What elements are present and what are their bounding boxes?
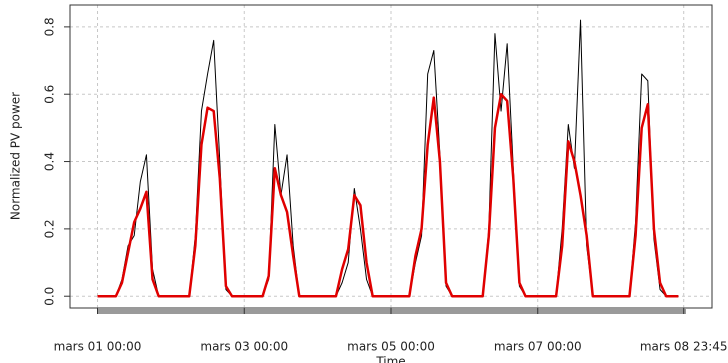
series-line bbox=[97, 92, 679, 298]
x-tick-label: mars 07 00:00 bbox=[494, 340, 582, 354]
y-tick-label: 0.2 bbox=[43, 219, 57, 238]
y-tick-label: 0.6 bbox=[43, 85, 57, 104]
y-tick-label: 0.8 bbox=[43, 17, 57, 36]
x-tick-label: mars 05 00:00 bbox=[347, 340, 435, 354]
x-tick-label: mars 01 00:00 bbox=[54, 340, 142, 354]
y-tick-label: 0.0 bbox=[43, 287, 57, 306]
x-axis-label: Time bbox=[375, 355, 405, 363]
x-tick-label: mars 08 23:45 bbox=[640, 340, 728, 354]
y-axis-label: Normalized PV power bbox=[9, 92, 23, 220]
plot-frame bbox=[69, 4, 713, 309]
series-line bbox=[97, 19, 679, 297]
x-tick-label: mars 03 00:00 bbox=[200, 340, 288, 354]
y-tick-label: 0.4 bbox=[43, 152, 57, 171]
